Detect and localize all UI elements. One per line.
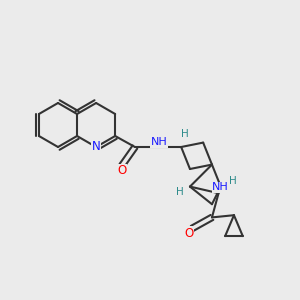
Text: O: O (184, 227, 194, 240)
Text: NH: NH (212, 182, 229, 192)
Text: NH: NH (151, 137, 167, 147)
Text: H: H (176, 187, 184, 196)
Text: O: O (117, 164, 126, 177)
Text: N: N (92, 140, 100, 154)
Text: H: H (181, 129, 189, 139)
Text: H: H (229, 176, 236, 186)
